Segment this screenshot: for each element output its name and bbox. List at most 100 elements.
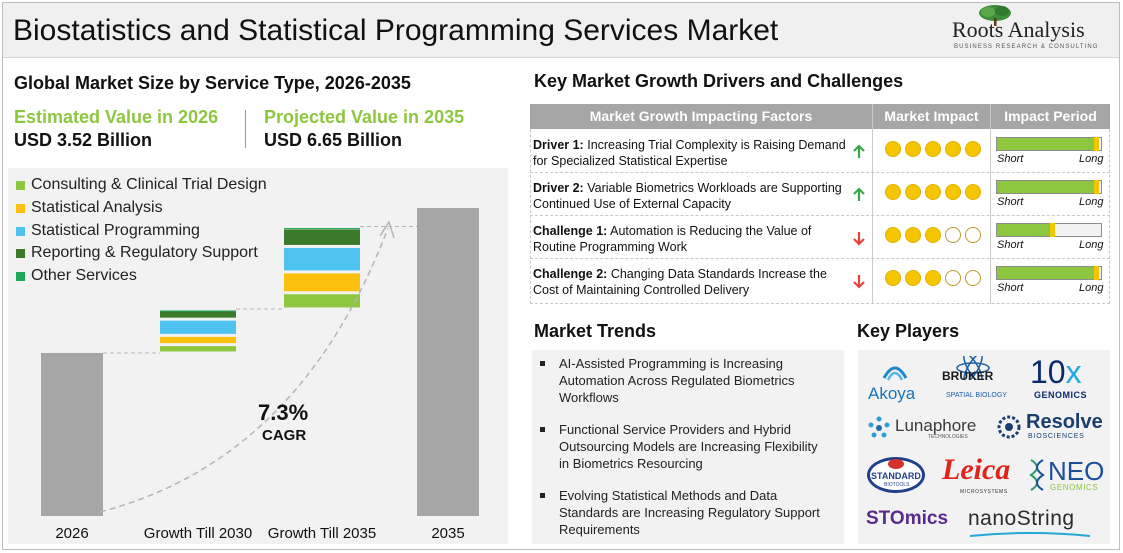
leica-logo-sub: MICROSYSTEMS [960,489,1008,495]
resolve-logo-sub: BIOSCIENCES [1028,433,1085,440]
bruker-logo: BRUKER [942,369,994,383]
impact-dot-filled [945,184,961,200]
impact-dot-empty [965,270,981,286]
resolve-logo: Resolve [1026,411,1103,433]
impact-period-marker [1093,180,1099,194]
trends-title: Market Trends [534,321,657,341]
arrow-up-icon [853,144,865,158]
impact-period-marker [1093,266,1099,280]
period-long-label: Long [1079,153,1104,165]
10x-logo-sub: GENOMICS [1034,390,1088,400]
nanostring-logo: nanoString [968,507,1075,530]
standard-logo: STANDARD [871,471,921,481]
legend-item: Consulting & Clinical Trial Design [16,176,267,194]
impact-dot-filled [885,270,901,286]
driver-row-text: Challenge 1: Automation is Reducing the … [533,223,851,255]
bullet-icon [540,493,545,498]
legend-swatch [16,203,25,213]
impact-rating [885,270,981,286]
legend-swatch [16,248,25,258]
legend-item: Reporting & Regulatory Support [16,244,258,262]
period-long-label: Long [1079,196,1104,208]
impact-dot-filled [905,141,921,157]
table-header-factors: Market Growth Impacting Factors [530,104,872,129]
impact-dot-filled [885,141,901,157]
row-divider [530,215,1110,216]
neo-genomics-logo-icon [1029,459,1045,491]
trend-item: Functional Service Providers and Hybrid … [559,422,818,471]
market-size-title: Global Market Size by Service Type, 2026… [14,73,411,93]
table-header-impact: Market Impact [873,104,990,129]
players-title: Key Players [857,321,960,341]
driver-tag: Driver 1: [533,138,584,152]
driver-tag: Challenge 2: [533,267,608,281]
category-label: Growth Till 2035 [267,525,377,542]
tree-logo-icon [979,5,1011,26]
impact-period-fill [997,181,1097,193]
estimated-label: Estimated Value in 2026 [14,107,219,127]
impact-period-bar [996,137,1102,151]
period-short-label: Short [997,282,1024,294]
bruker-logo-sub: SPATIAL BIOLOGY [946,392,1007,399]
impact-period-fill [997,267,1097,279]
akoya-logo: Akoya [868,384,916,403]
lunaphore-logo-sub: TECHNOLOGIES [928,434,968,440]
estimated-value: USD 3.52 Billion [14,130,153,150]
lunaphore-logo-icon [868,416,890,438]
legend-item: Statistical Analysis [16,199,163,217]
legend-swatch [16,226,25,236]
impact-period-marker [1093,137,1099,151]
10x-logo-x: x [1065,354,1082,390]
cagr-value: 7.3% [258,400,309,425]
nanostring-underline-icon [970,532,1090,537]
trend-item: AI-Assisted Programming is Increasing Au… [559,356,795,405]
impact-dot-filled [905,184,921,200]
driver-row-text: Driver 2: Variable Biometrics Workloads … [533,180,851,212]
legend-item: Other Services [16,267,137,285]
drivers-title: Key Market Growth Drivers and Challenges [534,71,904,91]
impact-dot-filled [965,184,981,200]
impact-dot-filled [925,227,941,243]
page-title: Biostatistics and Statistical Programmin… [13,14,779,47]
impact-dot-filled [885,184,901,200]
neo-logo-sub: GENOMICS [1050,483,1099,492]
column-divider [872,104,873,304]
legend-label: Other Services [31,267,137,284]
driver-text: Automation is Reducing the Value of Rout… [533,224,812,254]
impact-dot-filled [905,227,921,243]
driver-text: Variable Biometrics Workloads are Suppor… [533,181,842,211]
impact-dot-empty [965,227,981,243]
legend-item: Statistical Programming [16,222,200,240]
driver-text: Increasing Trial Complexity is Raising D… [533,138,846,168]
impact-dot-filled [925,141,941,157]
bruker-logo-icon [956,356,990,380]
period-short-label: Short [997,196,1024,208]
impact-dot-filled [885,227,901,243]
legend-swatch [16,271,25,281]
bullet-icon [540,361,545,366]
legend-label: Consulting & Clinical Trial Design [31,176,267,193]
driver-tag: Driver 2: [533,181,584,195]
period-short-label: Short [997,239,1024,251]
logo-name: Roots Analysis [952,17,1085,42]
column-divider [990,104,991,304]
title-bar [3,3,1119,58]
value-divider [245,110,246,148]
trend-item: Evolving Statistical Methods and Data St… [559,488,820,537]
driver-tag: Challenge 1: [533,224,608,238]
impact-rating [885,227,981,243]
impact-rating [885,141,981,157]
impact-dot-filled [925,184,941,200]
arrow-down-icon [853,275,865,289]
row-divider [530,172,1110,173]
stomics-logo: STOmics [866,508,949,529]
driver-row-text: Challenge 2: Changing Data Standards Inc… [533,266,851,298]
period-long-label: Long [1079,282,1104,294]
impact-dot-filled [925,270,941,286]
trends-panel [532,350,844,544]
lunaphore-logo: Lunaphore [895,416,977,435]
10x-logo: 10x [1030,354,1082,391]
legend-label: Statistical Programming [31,222,200,239]
category-label: Growth Till 2030 [143,525,253,542]
impact-dot-filled [965,141,981,157]
